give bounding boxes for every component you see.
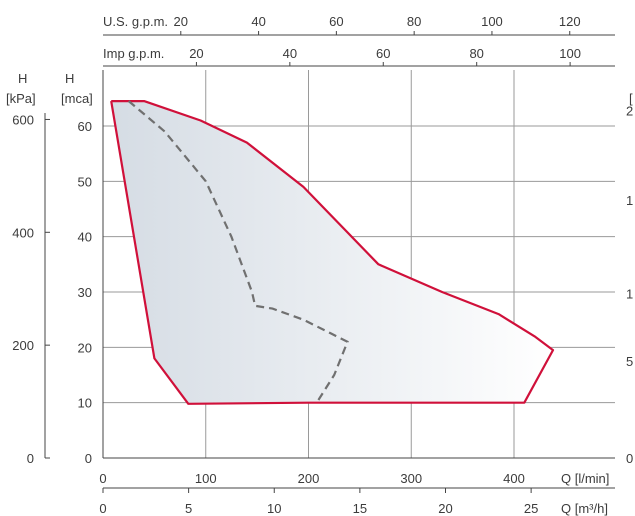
x-tick-label-lmin: 400	[503, 471, 525, 486]
right-tick-label: 2	[626, 104, 633, 119]
kpa-tick-label: 400	[12, 225, 34, 240]
x-tick-label-m3h: 5	[185, 501, 192, 516]
kpa-tick-label: 200	[12, 338, 34, 353]
operating-envelope-area	[110, 99, 555, 405]
x-axis-label-lmin: Q [l/min]	[561, 471, 609, 486]
x-tick-label-m3h: 0	[99, 501, 106, 516]
usgpm-tick-label: 40	[251, 14, 265, 29]
x-tick-label-lmin: 100	[195, 471, 217, 486]
dashed-curve-layer	[127, 100, 349, 404]
impgpm-tick-label: 100	[559, 46, 581, 61]
axes	[44, 31, 615, 493]
usgpm-tick-label: 120	[559, 14, 581, 29]
x-tick-label-lmin: 300	[400, 471, 422, 486]
dashed-curve	[127, 100, 349, 404]
kpa-tick-label: 600	[12, 112, 34, 127]
x-axis-label-m3h: Q [m³/h]	[561, 501, 608, 516]
right-tick-label: 1	[626, 287, 633, 302]
y-axis-label-mca-unit: [mca]	[61, 91, 93, 106]
y-tick-label-mca: 40	[78, 230, 92, 245]
usgpm-tick-label: 100	[481, 14, 503, 29]
x-tick-label-lmin: 200	[298, 471, 320, 486]
impgpm-tick-label: 80	[469, 46, 483, 61]
y-axis-label-mca-h: H	[65, 71, 74, 86]
x-tick-label-m3h: 20	[438, 501, 452, 516]
envelope-fill	[111, 101, 553, 404]
usgpm-tick-label: 60	[329, 14, 343, 29]
usgpm-tick-label: 80	[407, 14, 421, 29]
usgpm-tick-label: 20	[174, 14, 188, 29]
envelope-curve	[110, 99, 555, 405]
y-tick-label-mca: 60	[78, 119, 92, 134]
kpa-axis-label-unit: [kPa]	[6, 91, 36, 106]
impgpm-tick-label: 40	[283, 46, 297, 61]
x-tick-label-m3h: 25	[524, 501, 538, 516]
x-tick-label-m3h: 15	[353, 501, 367, 516]
x-tick-label-lmin: 0	[99, 471, 106, 486]
y-tick-label-mca: 20	[78, 340, 92, 355]
impgpm-tick-label: 20	[189, 46, 203, 61]
right-tick-label: 5	[626, 354, 633, 369]
x-tick-label-m3h: 10	[267, 501, 281, 516]
y-tick-label-mca: 30	[78, 285, 92, 300]
right-axis-label: [	[629, 91, 633, 106]
right-tick-label: 0	[626, 451, 633, 466]
y-tick-label-mca: 50	[78, 174, 92, 189]
kpa-axis-label-h: H	[18, 71, 27, 86]
impgpm-tick-label: 60	[376, 46, 390, 61]
y-tick-label-mca: 10	[78, 396, 92, 411]
right-tick-label: 1	[626, 193, 633, 208]
y-tick-label-mca: 0	[85, 451, 92, 466]
usgpm-axis-label: U.S. g.p.m.	[103, 14, 168, 29]
kpa-tick-label: 0	[27, 451, 34, 466]
impgpm-axis-label: Imp g.p.m.	[103, 46, 164, 61]
